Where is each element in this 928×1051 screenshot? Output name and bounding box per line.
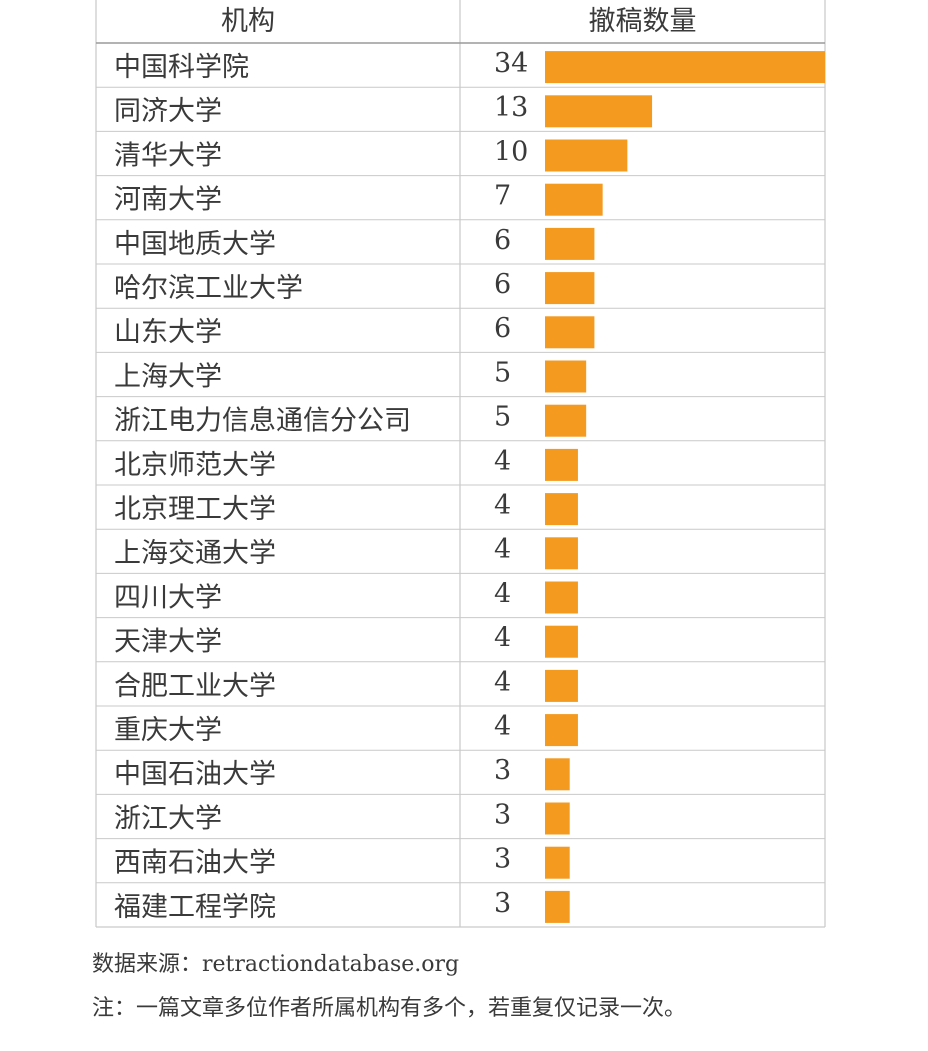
institution-label: 河南大学 bbox=[114, 185, 222, 216]
value-label: 4 bbox=[494, 446, 511, 477]
bar bbox=[545, 581, 578, 614]
value-label: 6 bbox=[494, 269, 511, 300]
bar bbox=[545, 404, 587, 437]
bar bbox=[545, 669, 578, 702]
institution-label: 中国地质大学 bbox=[114, 229, 276, 260]
institution-label: 中国科学院 bbox=[114, 52, 249, 83]
value-label: 5 bbox=[494, 357, 511, 388]
value-label: 4 bbox=[494, 490, 511, 521]
institution-label: 四川大学 bbox=[114, 582, 222, 613]
bar bbox=[545, 890, 570, 923]
value-label: 3 bbox=[494, 888, 511, 919]
bar bbox=[545, 802, 570, 835]
value-label: 3 bbox=[494, 844, 511, 875]
bar bbox=[545, 139, 628, 172]
bar bbox=[545, 758, 570, 791]
institution-label: 上海交通大学 bbox=[114, 538, 276, 569]
bar bbox=[545, 625, 578, 658]
institution-label: 重庆大学 bbox=[114, 715, 222, 746]
bar bbox=[545, 537, 578, 570]
value-label: 5 bbox=[494, 402, 511, 433]
value-label: 4 bbox=[494, 667, 511, 698]
institution-label: 山东大学 bbox=[114, 317, 222, 348]
institution-label: 中国石油大学 bbox=[114, 759, 276, 790]
value-label: 10 bbox=[494, 136, 528, 167]
institution-label: 上海大学 bbox=[114, 361, 222, 392]
bar bbox=[545, 493, 578, 526]
institution-label: 浙江电力信息通信分公司 bbox=[114, 406, 411, 437]
value-label: 4 bbox=[494, 578, 511, 609]
value-label: 3 bbox=[494, 799, 511, 830]
value-label: 4 bbox=[494, 711, 511, 742]
institution-label: 西南石油大学 bbox=[114, 848, 276, 879]
value-label: 4 bbox=[494, 623, 511, 654]
bar bbox=[545, 714, 578, 747]
bar bbox=[545, 360, 587, 393]
bar bbox=[545, 51, 825, 84]
institution-label: 北京理工大学 bbox=[114, 494, 276, 525]
bar bbox=[545, 846, 570, 879]
header-institution: 机构 bbox=[221, 6, 275, 37]
institution-label: 浙江大学 bbox=[114, 803, 222, 834]
institution-label: 清华大学 bbox=[114, 140, 222, 171]
value-label: 3 bbox=[494, 755, 511, 786]
institution-label: 合肥工业大学 bbox=[114, 671, 276, 702]
value-label: 7 bbox=[494, 181, 511, 212]
header-retraction-count: 撤稿数量 bbox=[589, 6, 697, 37]
value-label: 4 bbox=[494, 534, 511, 565]
bar bbox=[545, 227, 595, 260]
footnote: 注：一篇文章多位作者所属机构有多个，若重复仅记录一次。 bbox=[92, 996, 687, 1021]
value-label: 34 bbox=[494, 48, 528, 79]
value-label: 13 bbox=[494, 92, 528, 123]
institution-label: 北京师范大学 bbox=[114, 450, 276, 481]
value-label: 6 bbox=[494, 313, 511, 344]
bar bbox=[545, 448, 578, 481]
institution-label: 哈尔滨工业大学 bbox=[114, 273, 303, 304]
bar bbox=[545, 316, 595, 349]
data-source-note: 数据来源：retractiondatabase.org bbox=[92, 952, 460, 977]
institution-label: 同济大学 bbox=[114, 96, 222, 127]
institution-label: 天津大学 bbox=[114, 627, 222, 658]
bar bbox=[545, 183, 603, 216]
bar bbox=[545, 95, 653, 128]
bar bbox=[545, 272, 595, 305]
value-label: 6 bbox=[494, 225, 511, 256]
institution-label: 福建工程学院 bbox=[114, 892, 276, 923]
